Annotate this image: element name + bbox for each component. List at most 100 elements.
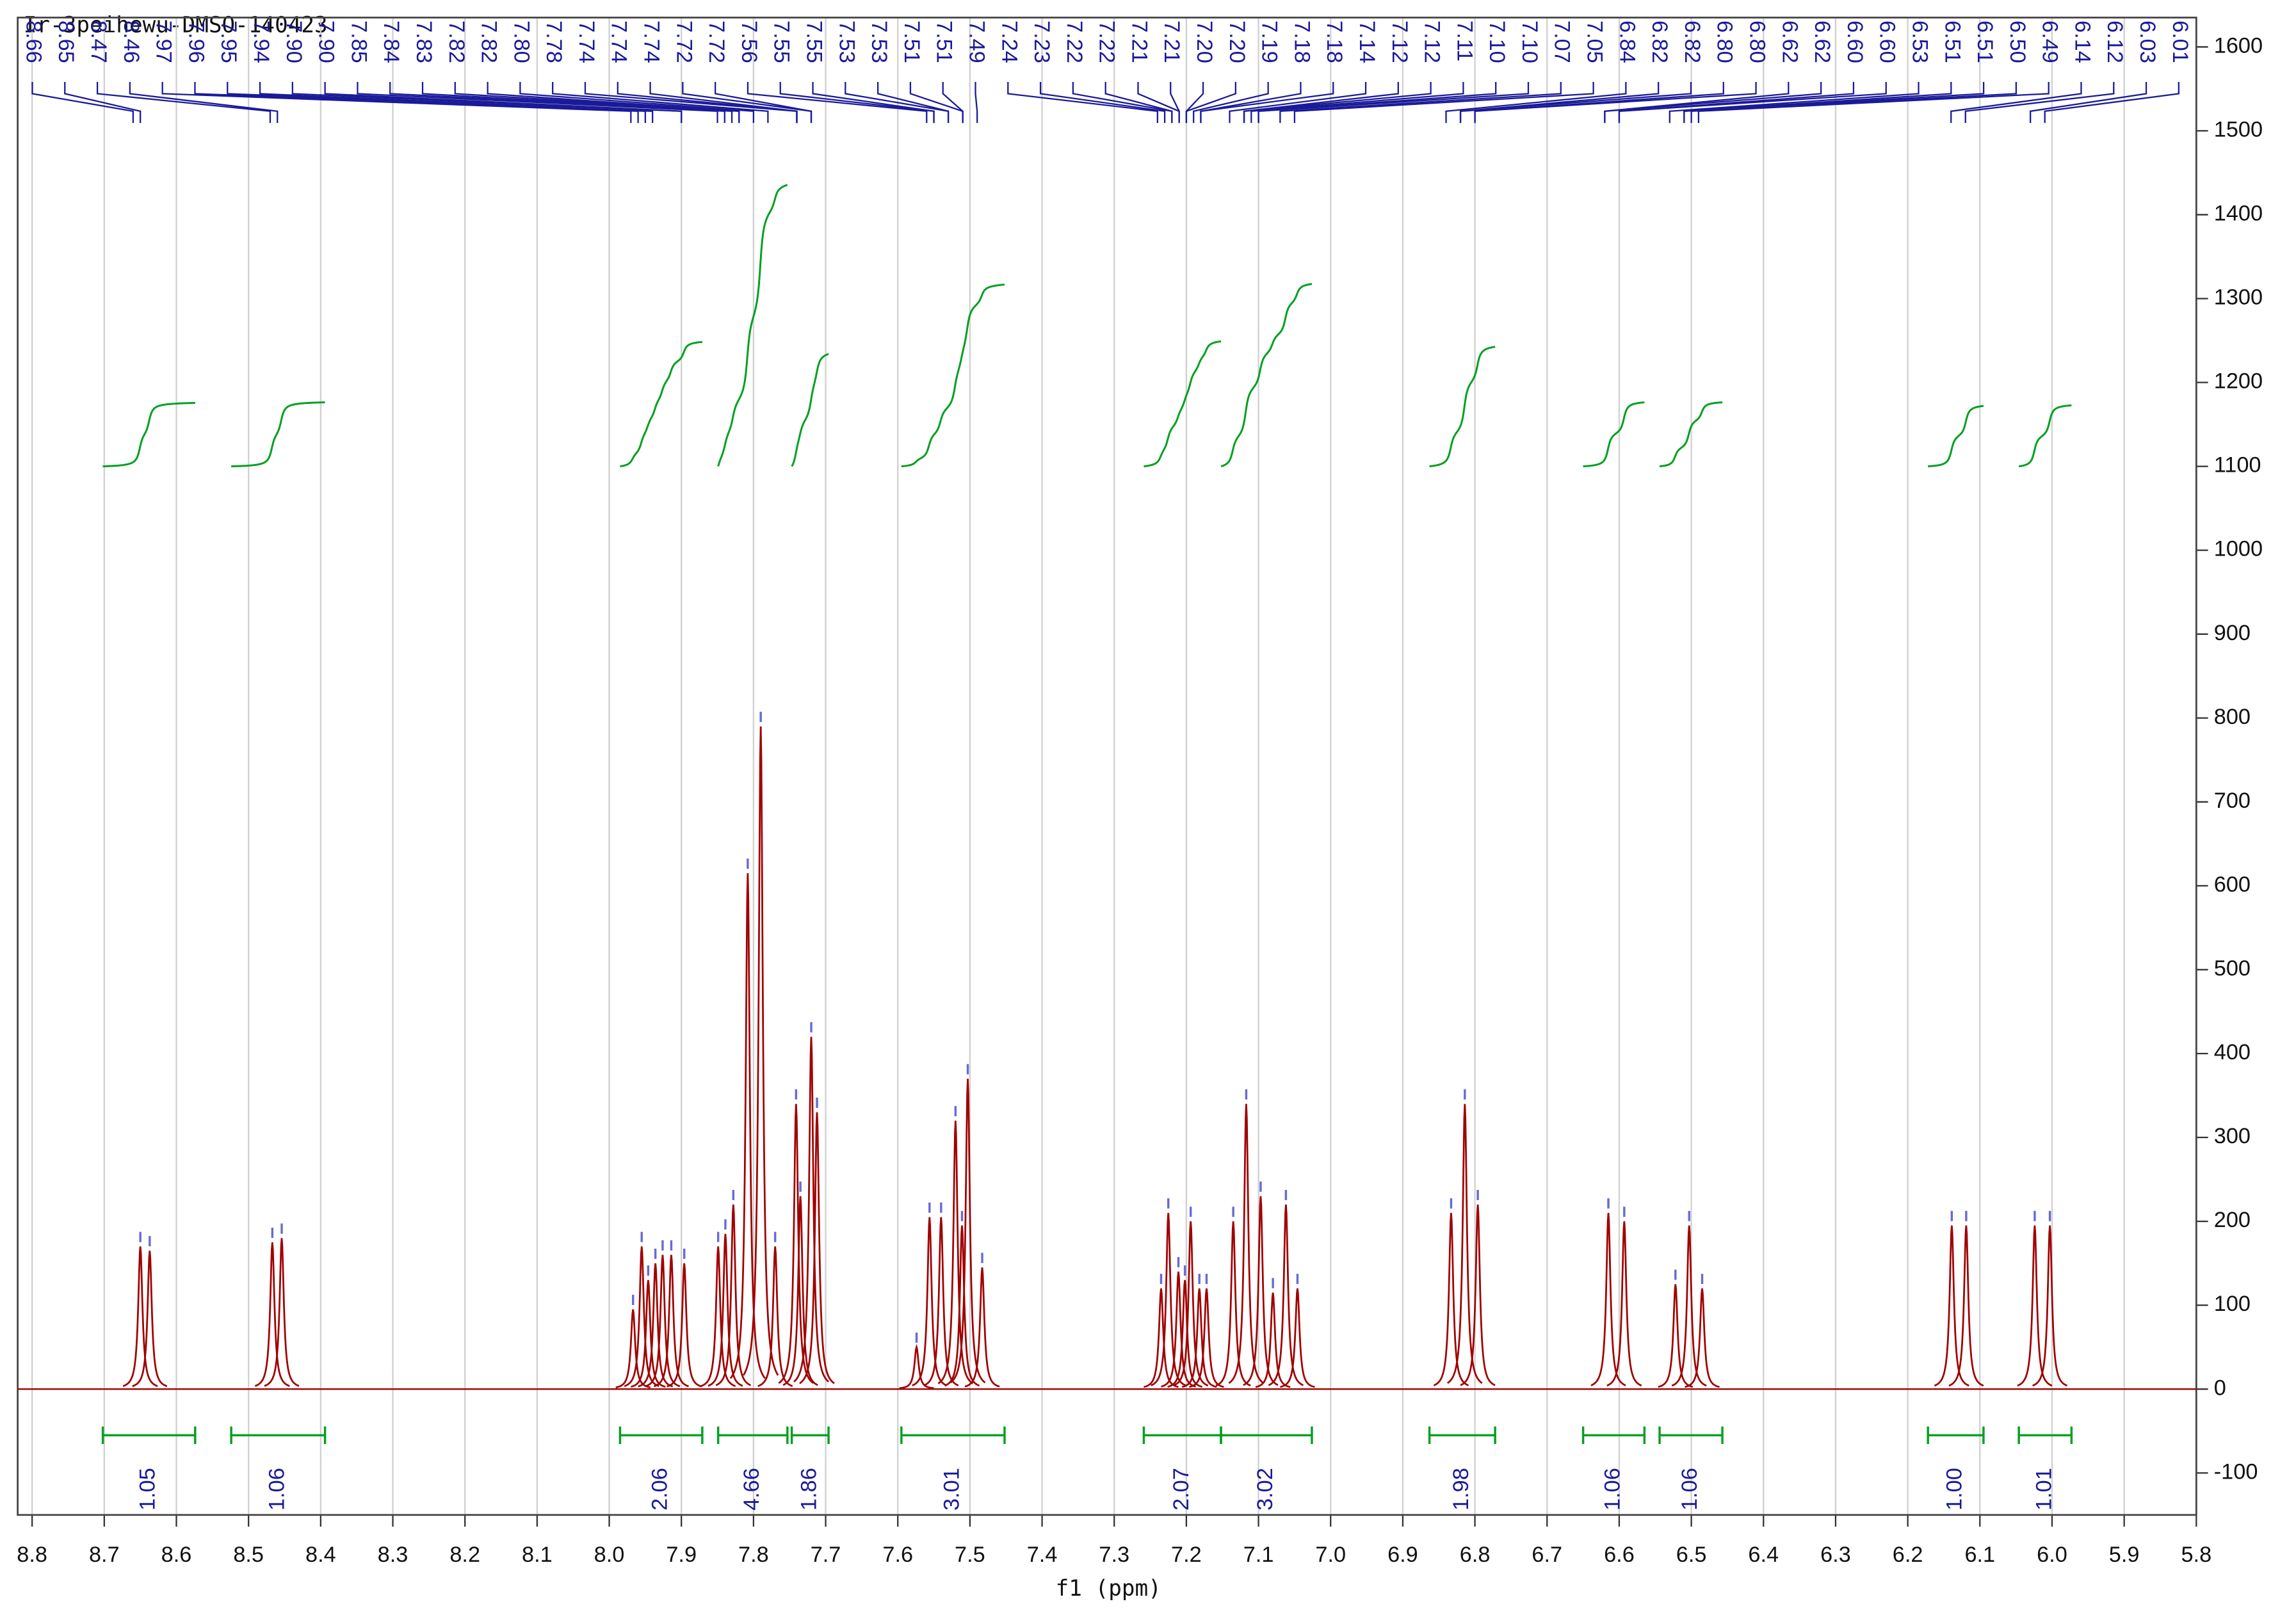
y-tick-label: -100 [2214, 1459, 2258, 1484]
x-tick-label: 8.3 [378, 1543, 408, 1567]
peak-label: 7.80 [509, 20, 533, 63]
peak [1606, 1221, 1642, 1387]
y-tick-label: 1000 [2214, 537, 2263, 561]
integral-curve [1429, 346, 1496, 468]
y-tick-label: 1600 [2214, 33, 2263, 58]
x-tick-label: 7.9 [666, 1543, 697, 1567]
peak [624, 1246, 659, 1387]
peak-label-leader [389, 82, 725, 124]
integral-label: 1.06 [1678, 1468, 1702, 1511]
integral-label: 3.02 [1253, 1468, 1277, 1511]
integral-curve [791, 353, 829, 467]
peak-label: 8.65 [54, 20, 78, 63]
peak-label: 7.96 [184, 20, 208, 63]
x-tick-label: 6.1 [1964, 1543, 1995, 1567]
peak [1280, 1288, 1315, 1388]
peak [715, 1204, 751, 1386]
peak [254, 1242, 290, 1387]
peak-label-leader [1697, 82, 2049, 124]
peak-label: 6.49 [2038, 20, 2062, 63]
y-tick-label: 400 [2214, 1040, 2251, 1064]
peak-label-leader [1683, 82, 1985, 124]
peak-label: 7.51 [932, 20, 957, 63]
peak-label: 7.12 [1420, 20, 1444, 63]
peak-label: 6.84 [1615, 20, 1639, 63]
integral-label: 1.06 [1601, 1468, 1625, 1511]
peak-label: 7.05 [1583, 20, 1607, 63]
x-tick-label: 8.8 [17, 1543, 47, 1567]
integral-bracket [230, 1426, 327, 1445]
peak [1173, 1221, 1209, 1387]
peak [2032, 1225, 2068, 1387]
x-tick-label: 7.3 [1099, 1543, 1129, 1567]
peak-label: 7.18 [1322, 20, 1346, 63]
peak-label: 7.20 [1225, 20, 1249, 63]
peak [964, 1267, 1000, 1388]
integral-bracket [1658, 1426, 1724, 1445]
x-tick-label: 8.2 [449, 1543, 480, 1567]
integral-bracket [1927, 1426, 1985, 1445]
peak [950, 1079, 986, 1384]
integral-bracket [618, 1426, 704, 1445]
peak-label-leader [1229, 82, 1367, 124]
peak-label-leader [259, 82, 654, 124]
peak [1268, 1204, 1304, 1386]
peak-label-leader [1257, 82, 1530, 124]
x-tick-label: 8.4 [305, 1543, 336, 1567]
peak-label-leader [64, 82, 141, 124]
x-tick-label: 6.3 [1820, 1543, 1851, 1567]
peak [1243, 1196, 1279, 1386]
peak-label: 7.21 [1160, 20, 1184, 63]
peak-label: 7.20 [1192, 20, 1217, 63]
y-tick-label: 700 [2214, 789, 2251, 813]
peak [615, 1309, 651, 1388]
peak-label: 7.74 [640, 20, 664, 63]
integral-label: 4.66 [740, 1468, 764, 1511]
peak-label: 7.85 [346, 20, 371, 63]
peak-label: 8.47 [86, 20, 111, 63]
peak-label: 7.74 [607, 20, 631, 63]
peak [132, 1250, 168, 1387]
peak-label: 7.90 [314, 20, 339, 63]
peak-label: 7.72 [704, 20, 729, 63]
peak-label: 7.19 [1257, 20, 1282, 63]
x-tick-label: 7.1 [1243, 1543, 1274, 1567]
peak [899, 1344, 934, 1390]
x-tick-label: 7.5 [955, 1543, 985, 1567]
y-tick-label: 200 [2214, 1208, 2251, 1232]
peak-label: 6.51 [1940, 20, 1964, 63]
peak-label: 7.22 [1095, 20, 1119, 63]
peak [1685, 1288, 1720, 1388]
peak [1433, 1212, 1469, 1386]
peak [729, 873, 766, 1379]
peak-label: 7.90 [282, 20, 306, 63]
peak-label-leader [31, 82, 134, 124]
y-tick-label: 0 [2214, 1376, 2226, 1400]
integral-bracket [1581, 1426, 1646, 1445]
peak-label-leader [1293, 82, 1594, 124]
peak-label: 7.23 [1030, 20, 1054, 63]
peak [2017, 1225, 2053, 1387]
peak-label-leader [1690, 82, 2017, 124]
peak [264, 1238, 300, 1387]
y-tick-label: 500 [2214, 956, 2251, 981]
plot-frame [17, 17, 2197, 1516]
peak-label: 7.97 [152, 20, 176, 63]
x-tick-label: 6.9 [1387, 1543, 1418, 1567]
peak-label-leader [942, 82, 964, 124]
peak [1446, 1103, 1483, 1384]
peak [1658, 1284, 1694, 1388]
peak [1671, 1225, 1707, 1387]
peak-label-leader [552, 82, 769, 124]
peak-label-leader [1964, 82, 2115, 124]
peak-label-leader [1950, 82, 2082, 124]
peak-label: 6.14 [2070, 20, 2094, 63]
peak-label-leader [227, 82, 647, 124]
y-tick-label: 300 [2214, 1124, 2251, 1148]
peak-label: 7.55 [770, 20, 794, 63]
peak-label-leader [161, 82, 632, 124]
peak-label: 7.14 [1355, 20, 1379, 63]
integral-bracket [900, 1426, 1006, 1445]
peak-label-leader [974, 82, 978, 124]
peak [799, 1112, 835, 1384]
